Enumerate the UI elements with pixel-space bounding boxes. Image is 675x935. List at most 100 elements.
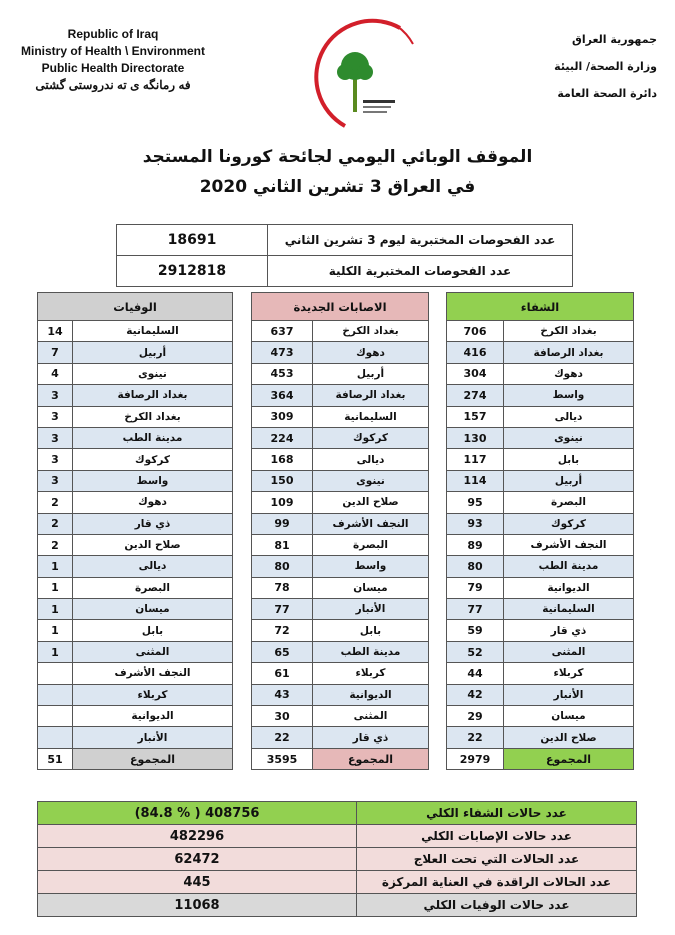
summary-row: عدد الحالات الراقدة في العناية المركزة 44… <box>37 870 637 894</box>
province-value: 22 <box>251 726 313 749</box>
table-row: كربلاء <box>37 683 233 707</box>
table-row: واسط 80 <box>251 555 429 578</box>
province-value: 79 <box>446 576 504 600</box>
province-name: واسط <box>72 469 233 493</box>
province-name: ذي قار <box>72 512 233 535</box>
province-name: بغداد الرصافة <box>72 384 233 407</box>
province-name: ديالى <box>503 405 634 428</box>
table-row: الأنبار 77 <box>251 598 429 621</box>
province-name: ديالى <box>312 448 429 471</box>
province-name: البصرة <box>72 576 233 600</box>
new_cases-header: الاصابات الجديدة <box>251 292 429 321</box>
province-value: 117 <box>446 448 504 471</box>
province-name: السليمانية <box>72 319 233 343</box>
table-row: بابل 117 <box>446 448 634 471</box>
province-value: 706 <box>446 319 504 343</box>
tests-row-total: عدد الفحوصات المختبرية الكلية 2912818 <box>116 255 573 287</box>
tests-value: 18691 <box>116 224 268 256</box>
province-name: السليمانية <box>312 405 429 428</box>
province-name: بغداد الرصافة <box>503 341 634 364</box>
table-row: الديوانية 79 <box>446 576 634 600</box>
table-row: بغداد الرصافة 364 <box>251 384 429 407</box>
table-row: دهوك 473 <box>251 341 429 364</box>
province-name: الديوانية <box>312 683 429 707</box>
province-value: 473 <box>251 341 313 364</box>
table-row: بغداد الرصافة 416 <box>446 341 634 364</box>
province-name: ذي قار <box>312 726 429 749</box>
province-value: 22 <box>446 726 504 749</box>
province-name: النجف الأشرف <box>312 512 429 535</box>
province-value: 309 <box>251 405 313 428</box>
province-value <box>37 683 73 707</box>
province-name: البصرة <box>312 533 429 557</box>
province-name: النجف الأشرف <box>72 662 233 685</box>
summary-value: 11068 <box>37 893 357 917</box>
report-subtitle-date: في العراق 3 تشرين الثاني 2020 <box>199 177 476 197</box>
table-row: بغداد الكرخ 3 <box>37 405 233 428</box>
province-name: ذي قار <box>503 619 634 642</box>
summary-value: 482296 <box>37 824 357 848</box>
table-row: أربيل 7 <box>37 341 233 364</box>
province-name: النجف الأشرف <box>503 533 634 557</box>
province-value: 637 <box>251 319 313 343</box>
letterhead-line: جمهورية العراق <box>572 33 657 46</box>
province-name: بغداد الكرخ <box>312 319 429 343</box>
province-value: 30 <box>251 705 313 728</box>
province-name: الأنبار <box>72 726 233 749</box>
province-value: 453 <box>251 362 313 386</box>
province-value: 4 <box>37 362 73 386</box>
province-name: بابل <box>72 619 233 642</box>
table-row: النجف الأشرف <box>37 662 233 685</box>
letterhead-line: فه رمانگه ى ته ندروستى گشتى <box>35 78 191 92</box>
table-row: نينوى 130 <box>446 426 634 450</box>
arabic-letterhead: جمهورية العراق وزارة الصحة/ البيئة دائرة… <box>554 26 657 107</box>
province-name: ديالى <box>72 555 233 578</box>
province-name: مدينة الطب <box>503 555 634 578</box>
table-row: صلاح الدين 2 <box>37 533 233 557</box>
province-name: الأنبار <box>312 598 429 621</box>
province-value: 2 <box>37 533 73 557</box>
province-value: 78 <box>251 576 313 600</box>
table-row: بغداد الرصافة 3 <box>37 384 233 407</box>
total-value: 51 <box>37 747 73 771</box>
report-title: الموقف الوبائي اليومي لجائحة كورونا المس… <box>142 147 533 167</box>
english-letterhead: Republic of Iraq Ministry of Health \ En… <box>8 26 218 94</box>
province-name: نينوى <box>503 426 634 450</box>
table-row: بغداد الكرخ 706 <box>446 319 634 343</box>
province-name: ميسان <box>72 598 233 621</box>
table-row: نينوى 4 <box>37 362 233 386</box>
province-value: 80 <box>251 555 313 578</box>
summary-label: عدد حالات الوفيات الكلي <box>356 893 637 917</box>
deaths-table: الوفيات السليمانية 14 أربيل 7 نينوى 4 بغداد الر… <box>37 292 233 771</box>
table-row: الأنبار <box>37 726 233 749</box>
province-name: بابل <box>312 619 429 642</box>
province-value: 3 <box>37 469 73 493</box>
total-row: المجموع 51 <box>37 747 233 771</box>
recovery-header: الشفاء <box>446 292 634 321</box>
summary-value: 445 <box>37 870 357 894</box>
table-row: بغداد الكرخ 637 <box>251 319 429 343</box>
summary-row: عدد الحالات التي تحت العلاج 62472 <box>37 847 637 871</box>
province-name: مدينة الطب <box>312 640 429 664</box>
letterhead-line: وزارة الصحة/ البيئة <box>554 60 657 73</box>
province-value: 2 <box>37 491 73 514</box>
table-row: دهوك 304 <box>446 362 634 386</box>
province-name: كربلاء <box>312 662 429 685</box>
table-row: الأنبار 42 <box>446 683 634 707</box>
new-cases-table: الاصابات الجديدة بغداد الكرخ 637 دهوك 473 أرب… <box>251 292 429 771</box>
province-value: 1 <box>37 598 73 621</box>
letterhead-line: دائرة الصحة العامة <box>557 87 657 100</box>
table-row: ميسان 1 <box>37 598 233 621</box>
province-value <box>37 726 73 749</box>
summary-table: عدد حالات الشفاء الكلي (84.8 % ) 408756 عد… <box>37 801 637 917</box>
summary-value: (84.8 % ) 408756 <box>37 801 357 825</box>
tests-label: عدد الفحوصات المختبرية ليوم 3 تشرين الثا… <box>267 224 573 256</box>
table-row: ميسان 29 <box>446 705 634 728</box>
province-name: أربيل <box>312 362 429 386</box>
province-value: 130 <box>446 426 504 450</box>
table-row: كربلاء 61 <box>251 662 429 685</box>
table-row: ذي قار 59 <box>446 619 634 642</box>
table-row: الديوانية <box>37 705 233 728</box>
new_cases-header-row: الاصابات الجديدة <box>251 292 429 321</box>
province-value: 3 <box>37 448 73 471</box>
